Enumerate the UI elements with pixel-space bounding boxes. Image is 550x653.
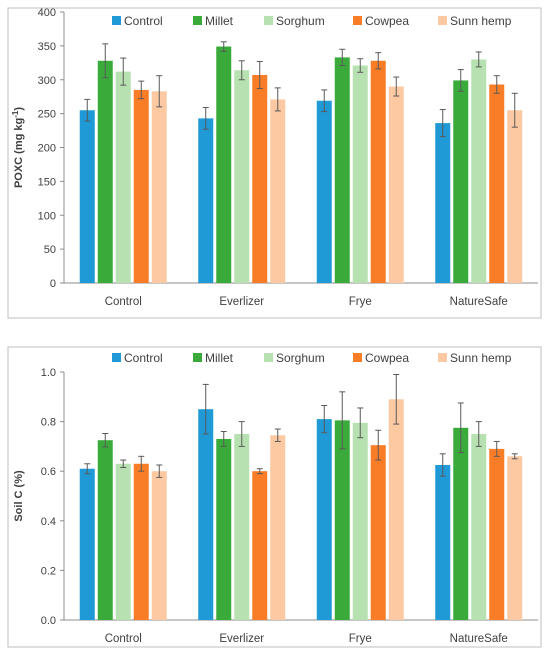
chart0-bar-naturesafe-sunn-hemp xyxy=(507,110,523,283)
chart0-y-tick-label: 200 xyxy=(38,143,56,155)
chart1-bar-control-cowpea xyxy=(133,463,149,620)
chart0-category-label-control: Control xyxy=(105,296,142,308)
chart0-y-tick-label: 150 xyxy=(38,176,56,188)
chart0-bar-control-millet xyxy=(97,60,113,283)
chart0-category-label-frye: Frye xyxy=(349,296,372,308)
chart1-bar-frye-millet xyxy=(334,420,350,620)
chart1-y-tick-label: 0.6 xyxy=(41,466,56,478)
chart1-bar-everlizer-sorghum xyxy=(234,434,250,620)
chart1-legend-swatch-control xyxy=(112,353,121,362)
chart0-y-tick-label: 350 xyxy=(38,41,56,53)
chart1-legend-label-sorghum: Sorghum xyxy=(276,351,325,365)
chart0-y-tick-label: 400 xyxy=(38,7,56,19)
chart0-bar-everlizer-cowpea xyxy=(252,75,268,283)
chart0-category-label-everlizer: Everlizer xyxy=(219,296,264,308)
chart1-bar-control-sorghum xyxy=(115,463,131,620)
chart0-category-label-naturesafe: NatureSafe xyxy=(450,296,508,308)
chart1-category-label-control: Control xyxy=(105,633,142,645)
chart1-legend-swatch-millet xyxy=(193,353,202,362)
chart1-bar-frye-sorghum xyxy=(352,422,368,620)
chart0-bar-everlizer-millet xyxy=(216,46,232,283)
chart0-bar-control-sunn-hemp xyxy=(151,91,167,283)
chart0-bar-naturesafe-sorghum xyxy=(471,59,487,283)
chart0-bar-everlizer-sorghum xyxy=(234,70,250,283)
chart1-y-axis-label: Soil C (%) xyxy=(13,470,25,522)
chart1-bar-frye-control xyxy=(316,419,332,620)
chart1-category-label-everlizer: Everlizer xyxy=(219,633,264,645)
chart1-bar-naturesafe-sunn-hemp xyxy=(507,456,523,620)
chart0-legend-swatch-cowpea xyxy=(353,16,362,25)
chart1-category-label-naturesafe: NatureSafe xyxy=(450,633,508,645)
chart0-bar-control-control xyxy=(79,110,95,283)
chart0-legend-swatch-sorghum xyxy=(264,16,273,25)
chart1-legend-label-millet: Millet xyxy=(205,351,234,365)
chart0-bar-frye-sorghum xyxy=(352,65,368,284)
chart1-bar-control-millet xyxy=(97,440,113,620)
chart0-y-tick-label: 300 xyxy=(38,75,56,87)
chart1-category-label-frye: Frye xyxy=(349,633,372,645)
chart0-bar-frye-millet xyxy=(334,57,350,283)
chart0-bar-naturesafe-cowpea xyxy=(489,84,505,284)
chart1-bar-control-control xyxy=(79,468,95,620)
chart1-bar-everlizer-millet xyxy=(216,438,232,620)
chart1-y-tick-label: 0.2 xyxy=(41,565,56,577)
chart0-bar-frye-control xyxy=(316,100,332,283)
chart1-legend-swatch-sorghum xyxy=(264,353,273,362)
chart1-legend-label-control: Control xyxy=(124,351,163,365)
chart1-bar-everlizer-control xyxy=(198,409,214,620)
chart0-y-tick-label: 250 xyxy=(38,109,56,121)
chart0-bar-naturesafe-control xyxy=(435,123,451,283)
chart0-legend-swatch-millet xyxy=(193,16,202,25)
chart0-frame xyxy=(7,7,542,319)
chart0-y-tick-label: 0 xyxy=(50,278,56,290)
chart1-bar-naturesafe-control xyxy=(435,465,451,620)
chart0-bar-frye-cowpea xyxy=(370,60,386,283)
chart0-bar-frye-sunn-hemp xyxy=(388,86,404,284)
chart1-bar-naturesafe-millet xyxy=(453,427,469,620)
chart0-legend-label-sunn-hemp: Sunn hemp xyxy=(450,14,512,28)
soil-c-chart-panel: 0.0 0.2 0.4 0.6 0.8 1.0 Soil C (%) Control Everl… xyxy=(0,335,550,653)
chart0-y-tick-label: 100 xyxy=(38,210,56,222)
chart0-bar-control-sorghum xyxy=(115,71,131,284)
chart1-y-tick-label: 0.4 xyxy=(41,516,56,528)
chart1-legend-swatch-cowpea xyxy=(353,353,362,362)
chart0-legend-label-cowpea: Cowpea xyxy=(365,14,409,28)
chart0-bar-everlizer-control xyxy=(198,118,214,284)
chart0-y-axis-label: POXC (mg kg-1) xyxy=(11,107,25,188)
chart1-bar-naturesafe-cowpea xyxy=(489,448,505,620)
chart0-legend-label-millet: Millet xyxy=(205,14,234,28)
poxc-bar-chart: 0 50 100 150 200 250 300 350 400 POXC (mg kg-1) Co… xyxy=(7,7,542,319)
chart0-legend-label-control: Control xyxy=(124,14,163,28)
chart0-bar-everlizer-sunn-hemp xyxy=(270,99,286,284)
chart1-bar-naturesafe-sorghum xyxy=(471,434,487,620)
chart1-bar-control-sunn-hemp xyxy=(151,471,167,620)
chart1-frame xyxy=(7,346,542,648)
chart1-legend-label-sunn-hemp: Sunn hemp xyxy=(450,351,512,365)
soil-c-bar-chart: 0.0 0.2 0.4 0.6 0.8 1.0 Soil C (%) Control Everl… xyxy=(7,346,542,648)
chart1-y-tick-label: 0.0 xyxy=(41,615,56,627)
chart0-legend-swatch-sunn-hemp xyxy=(438,16,447,25)
chart0-legend-swatch-control xyxy=(112,16,121,25)
chart0-y-tick-label: 50 xyxy=(44,244,56,256)
chart0-bar-control-cowpea xyxy=(133,89,149,283)
chart0-legend-label-sorghum: Sorghum xyxy=(276,14,325,28)
chart1-bar-everlizer-cowpea xyxy=(252,471,268,620)
chart1-y-tick-label: 1.0 xyxy=(41,367,56,379)
chart1-legend-label-cowpea: Cowpea xyxy=(365,351,409,365)
chart1-legend-swatch-sunn-hemp xyxy=(438,353,447,362)
chart1-bar-frye-sunn-hemp xyxy=(388,399,404,620)
chart1-bar-everlizer-sunn-hemp xyxy=(270,435,286,620)
chart1-y-tick-label: 0.8 xyxy=(41,417,56,429)
poxc-chart-panel: 0 50 100 150 200 250 300 350 400 POXC (mg kg-1) Co… xyxy=(0,0,550,320)
chart0-bar-naturesafe-millet xyxy=(453,80,469,284)
chart1-bar-frye-cowpea xyxy=(370,445,386,620)
